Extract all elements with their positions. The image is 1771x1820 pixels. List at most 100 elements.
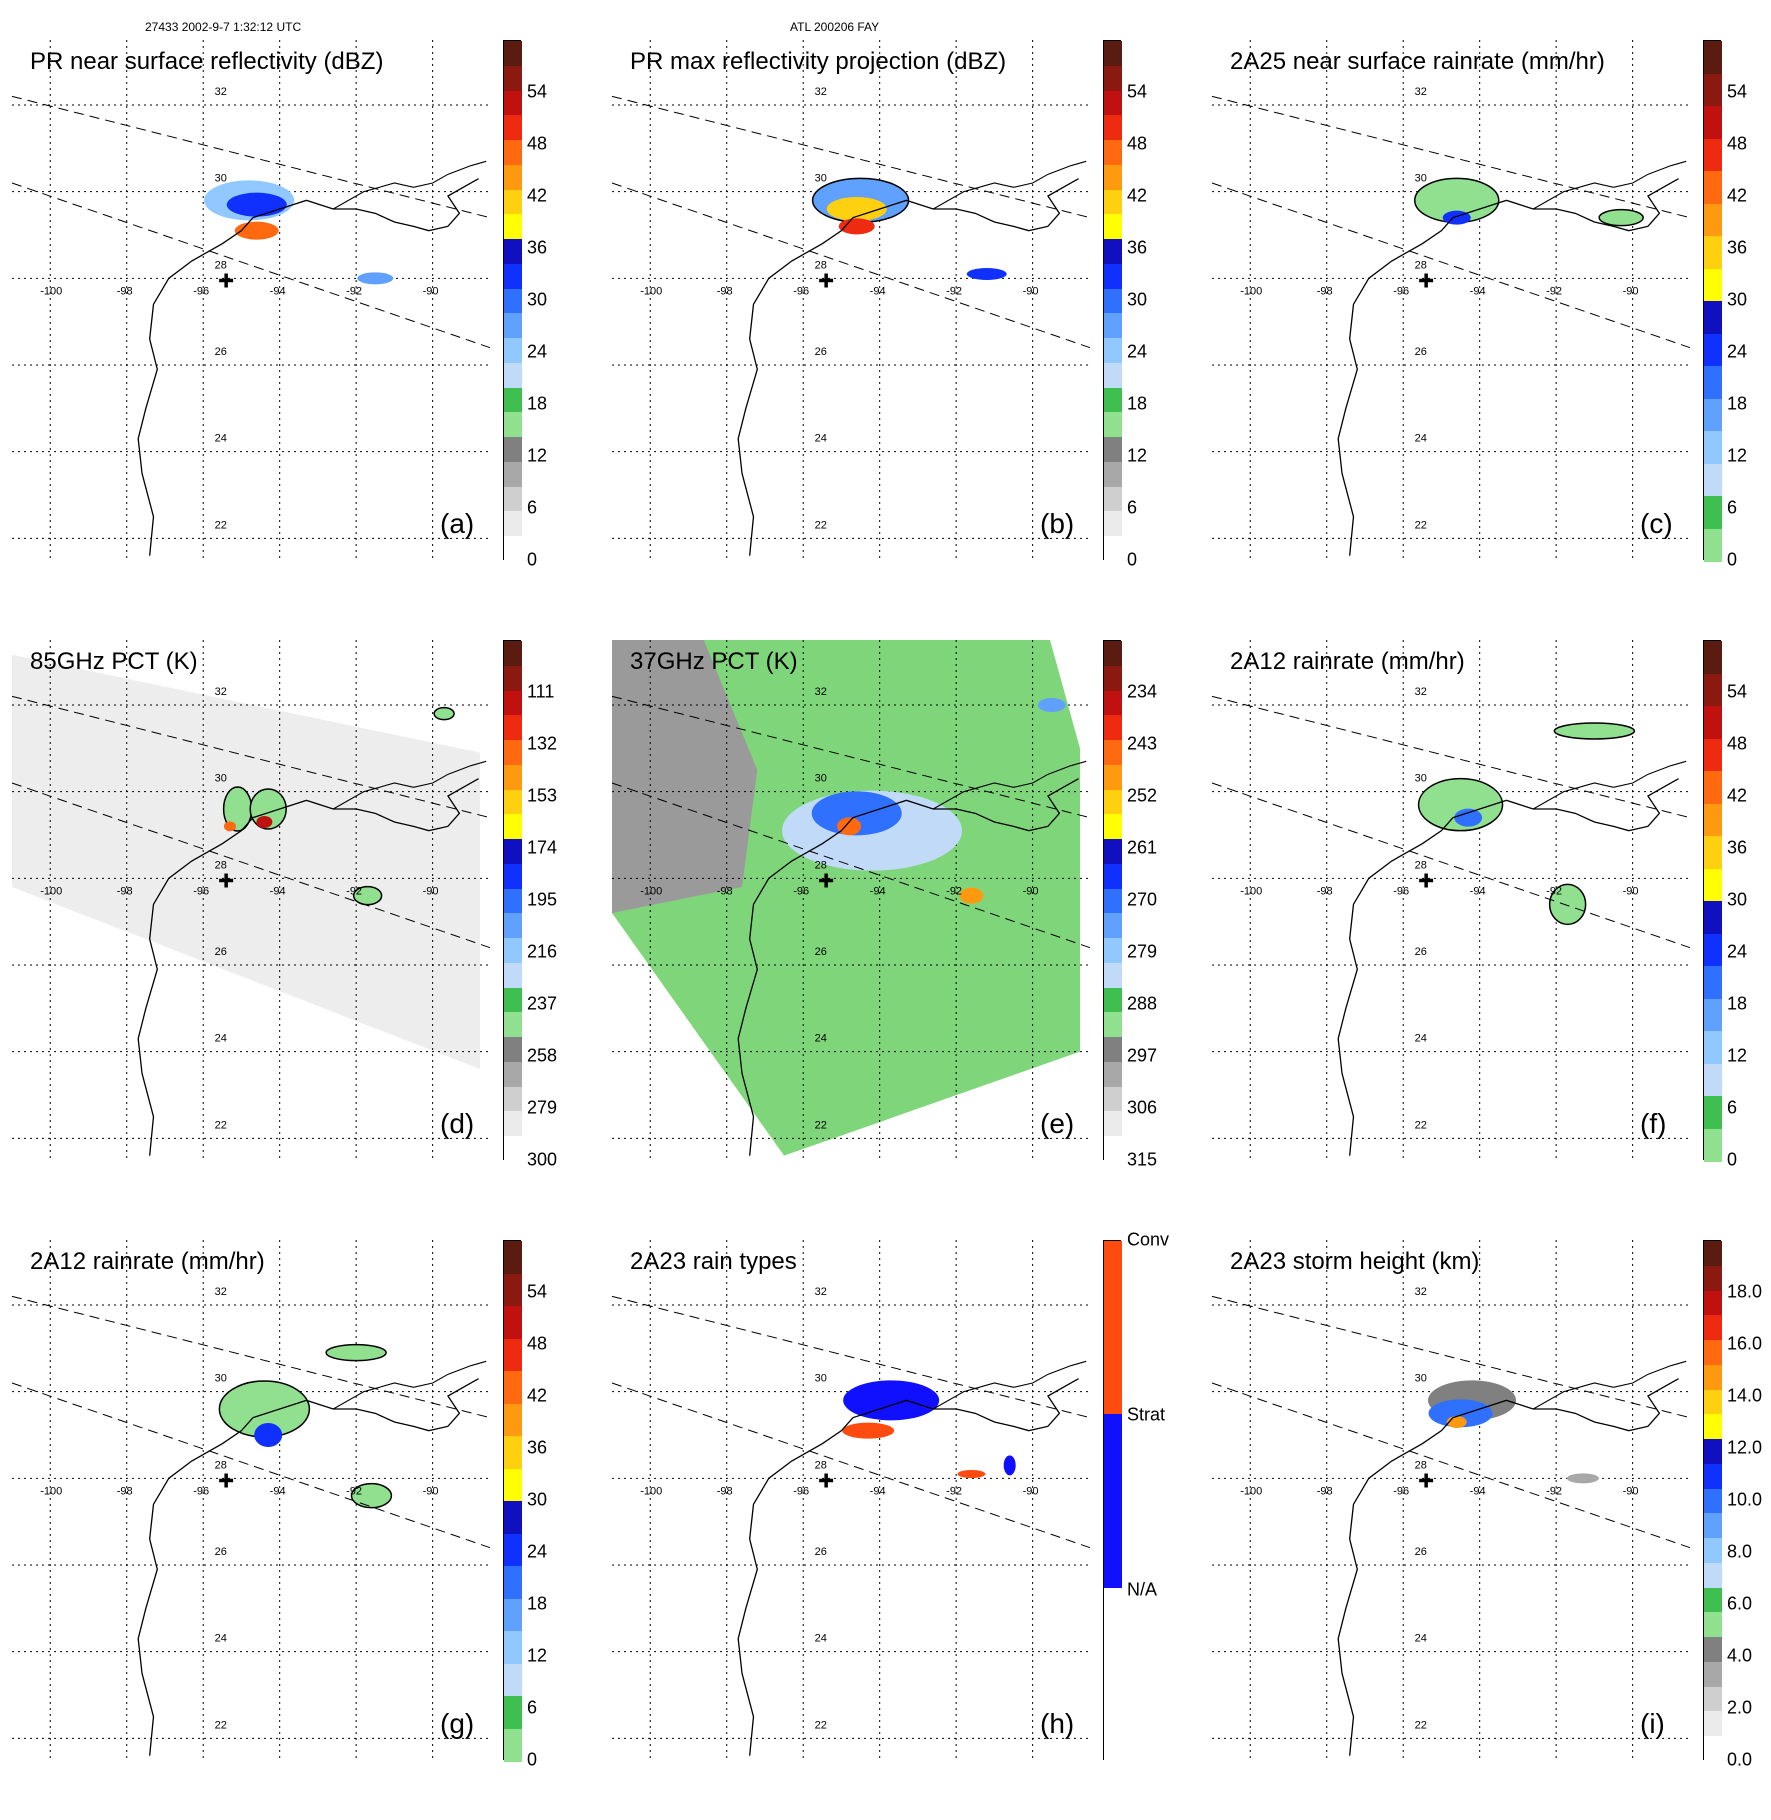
colorbar: 54 48 42 36 30 24 18 12 6 0 xyxy=(495,1240,560,1770)
colorbar: Conv Strat N/A xyxy=(1095,1230,1169,1762)
pct37-peak xyxy=(837,817,862,836)
colorbar-segment xyxy=(1704,868,1722,902)
colorbar-segment xyxy=(1104,764,1122,791)
colorbar-segment xyxy=(504,1136,522,1162)
colorbar-segment xyxy=(1104,888,1122,914)
colorbar-segment xyxy=(1704,1031,1722,1064)
colorbar-segment xyxy=(504,189,522,215)
lon-label: -96 xyxy=(793,1485,809,1497)
colorbar-segment xyxy=(1104,164,1122,191)
lon-label: -94 xyxy=(1470,285,1486,297)
colorbar-strip xyxy=(1703,40,1722,562)
colorbar-tick-label: 48 xyxy=(527,1333,548,1354)
lon-label: -100 xyxy=(640,285,662,297)
lat-label: 28 xyxy=(1415,259,1427,271)
colorbar-segment xyxy=(504,313,522,339)
colorbar-segment xyxy=(504,412,522,438)
colorbar-segment xyxy=(1104,1717,1122,1762)
lat-label: 32 xyxy=(215,1286,227,1298)
colorbar-segment xyxy=(1704,1063,1722,1097)
radar-site-icon xyxy=(1419,273,1434,288)
lat-label: 24 xyxy=(1415,1633,1427,1645)
swath-edge-south xyxy=(1211,1382,1691,1549)
radar-site-icon xyxy=(819,1473,834,1488)
colorbar-segment xyxy=(1704,966,1722,999)
lat-label: 28 xyxy=(215,259,227,271)
colorbar-strip xyxy=(503,640,522,1162)
colorbar-tick-label: 42 xyxy=(1127,185,1148,206)
map-canvas: 32 30 28 26 24 22 -100 -98 -96 -94 -92 -90 xyxy=(1211,640,1691,1160)
colorbar-tick-label: 12 xyxy=(1727,1045,1748,1066)
colorbar-segment xyxy=(504,461,522,488)
colorbar-tick-label: 6 xyxy=(527,1697,538,1718)
lat-label: 30 xyxy=(1415,1373,1427,1385)
lat-label: 22 xyxy=(815,519,827,531)
colorbar-segment xyxy=(1104,938,1122,964)
colorbar-segment xyxy=(504,1566,522,1599)
colorbar-segment xyxy=(1104,1111,1122,1137)
colorbar-segment xyxy=(1104,1371,1122,1415)
map-canvas: 32 30 28 26 24 22 -100 -98 -96 -94 -92 -90 xyxy=(1211,40,1691,560)
colorbar-tick-label: 243 xyxy=(1127,733,1158,754)
swath-edge-south xyxy=(11,182,491,349)
colorbar-segment xyxy=(504,1501,522,1534)
radar-site-icon xyxy=(219,273,234,288)
colorbar-tick-label: 16.0 xyxy=(1727,1333,1763,1354)
lat-label: 22 xyxy=(815,1119,827,1131)
colorbar-tick-label: 261 xyxy=(1127,837,1158,858)
colorbar-segment xyxy=(1704,998,1722,1032)
coastline xyxy=(137,1378,479,1756)
map-panel-b: 32 30 28 26 24 22 -100 -98 -96 -94 -92 -90 PR max re… xyxy=(600,40,1160,620)
colorbar-segment xyxy=(1104,987,1122,1013)
lat-label: 28 xyxy=(815,1459,827,1471)
colorbar-tick-label: 14.0 xyxy=(1727,1385,1763,1406)
colorbar-segment xyxy=(504,1111,522,1137)
colorbar-segment xyxy=(1104,814,1122,840)
lat-label: 26 xyxy=(215,346,227,358)
colorbar-segment xyxy=(1704,398,1722,432)
lat-label: 26 xyxy=(1415,1546,1427,1558)
colorbar-tick-label: 279 xyxy=(1127,941,1158,962)
colorbar-segment xyxy=(1704,203,1722,237)
lon-label: -94 xyxy=(1470,885,1486,897)
lon-label: -94 xyxy=(870,885,886,897)
colorbar-tick-label: 111 xyxy=(527,681,555,702)
coastline xyxy=(1337,778,1679,1156)
lat-label: 30 xyxy=(1415,173,1427,185)
colorbar-segment xyxy=(504,764,522,791)
colorbar-tick-label: 30 xyxy=(1727,889,1748,910)
colorbar-segment xyxy=(1704,1562,1722,1589)
convective-band xyxy=(957,1470,986,1478)
lat-label: 30 xyxy=(815,173,827,185)
colorbar-segment xyxy=(1704,1587,1722,1613)
rainrate-core xyxy=(1454,808,1483,827)
coastline-louisiana xyxy=(932,1360,1087,1410)
colorbar-segment xyxy=(1104,1631,1122,1675)
colorbar-tick-label: 54 xyxy=(527,1281,548,1302)
colorbar-tick-label: 12.0 xyxy=(1727,1437,1763,1458)
colorbar-segment xyxy=(1104,1284,1122,1329)
colorbar-segment xyxy=(504,1037,522,1063)
colorbar-segment xyxy=(1704,1414,1722,1440)
colorbar-tick-label: 237 xyxy=(527,993,558,1014)
swath-edge-north xyxy=(11,1295,491,1419)
swath-edge-south xyxy=(1211,782,1691,949)
colorbar: 54 48 42 36 30 24 18 12 6 0 xyxy=(1695,40,1760,570)
lat-label: 32 xyxy=(1415,86,1427,98)
rainrate-band xyxy=(1598,208,1644,227)
panel-label: (c) xyxy=(1640,508,1673,539)
panel-label: (f) xyxy=(1640,1108,1667,1139)
lon-label: -94 xyxy=(270,1485,286,1497)
coastline-louisiana xyxy=(932,760,1087,810)
colorbar: 234 243 252 261 270 279 288 297 306 315 xyxy=(1095,640,1160,1170)
lon-label: -98 xyxy=(717,285,733,297)
colorbar-segment xyxy=(1704,1736,1722,1762)
lat-label: 28 xyxy=(215,859,227,871)
colorbar-strip xyxy=(503,40,522,562)
colorbar-segment xyxy=(1704,641,1722,674)
lat-label: 26 xyxy=(815,1546,827,1558)
colorbar-segment xyxy=(1704,236,1722,269)
colorbar-tick-label: 195 xyxy=(527,889,558,910)
colorbar-segment xyxy=(1104,1544,1122,1589)
lat-label: 22 xyxy=(215,1119,227,1131)
